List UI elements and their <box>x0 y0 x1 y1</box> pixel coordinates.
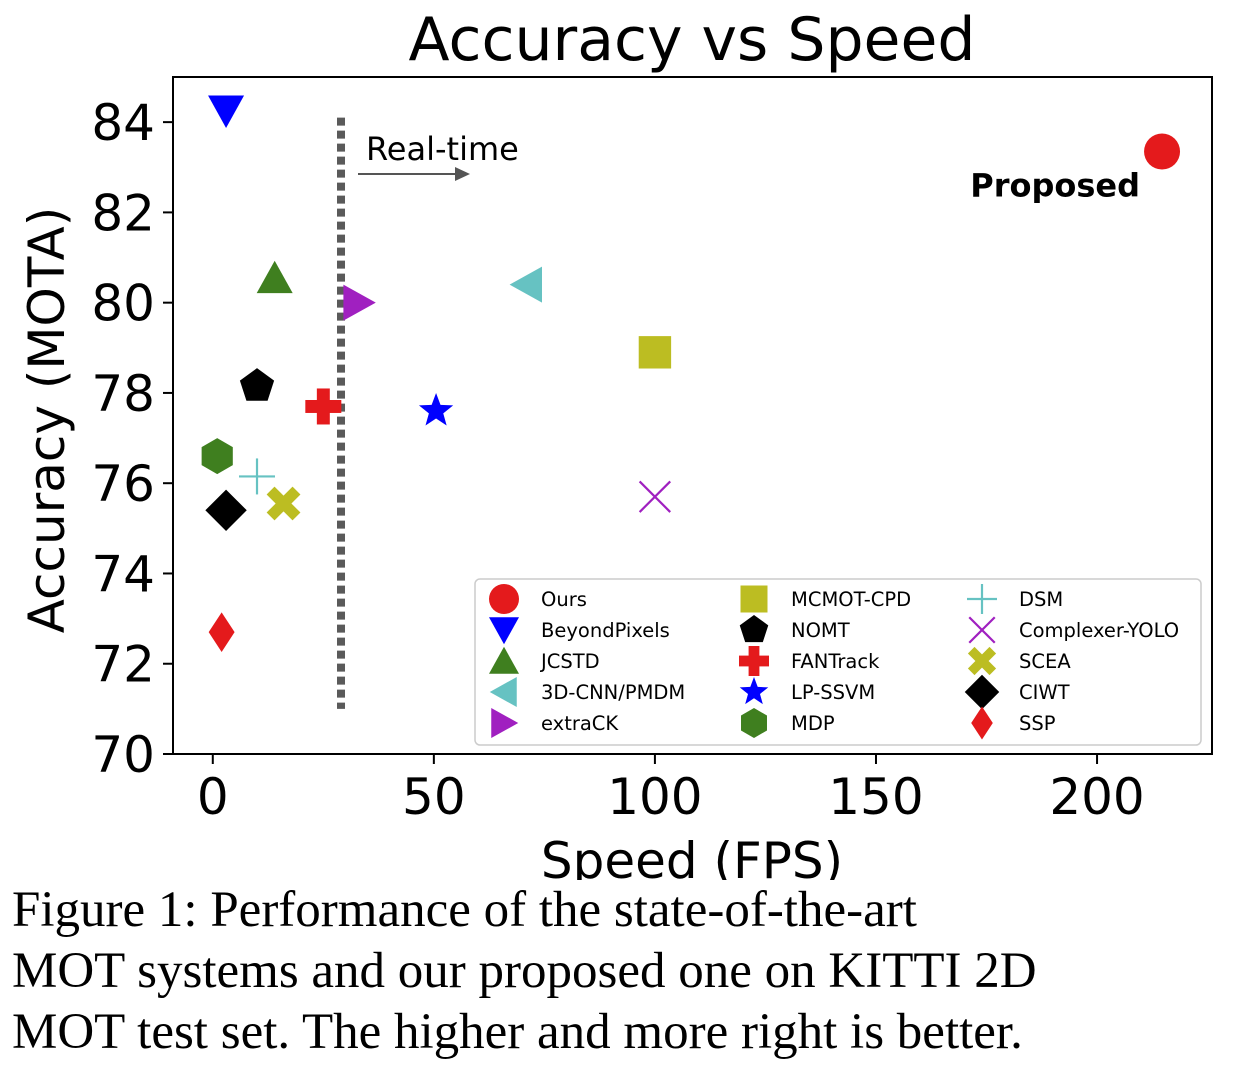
y-tick-label: 84 <box>91 94 155 152</box>
legend-label-ciwt: CIWT <box>1019 681 1070 704</box>
point-ciwt <box>205 489 247 531</box>
point-dsm <box>239 458 276 495</box>
legend-marker-scea <box>967 646 997 676</box>
legend-marker-dsm <box>967 584 997 614</box>
legend-marker-ciwt <box>964 674 1000 710</box>
legend-label-dsm: DSM <box>1019 588 1063 611</box>
point-fantrack <box>305 388 342 425</box>
legend-label-nomt: NOMT <box>791 619 850 642</box>
y-tick-label: 74 <box>91 545 155 603</box>
x-tick-label: 200 <box>1049 768 1144 826</box>
legend-marker-ssp <box>971 706 993 740</box>
point-mdp <box>201 438 233 475</box>
point-ssp <box>208 612 235 652</box>
x-axis-label: Speed (FPS) <box>541 832 843 880</box>
legend-label-ssp: SSP <box>1019 712 1056 735</box>
proposed-annotation: Proposed <box>970 166 1140 204</box>
point-complexer-yolo <box>638 480 671 513</box>
x-tick-label: 0 <box>197 768 229 826</box>
legend-marker-beyondpixels <box>489 617 519 645</box>
x-tick-label: 50 <box>402 768 466 826</box>
legend-label-ours: Ours <box>541 588 587 611</box>
legend-marker-nomt <box>739 615 769 643</box>
y-tick-label: 76 <box>91 455 155 513</box>
annotation-layer: Proposed <box>970 166 1140 204</box>
legend-marker-mdp <box>741 708 767 738</box>
legend-label-beyondpixels: BeyondPixels <box>541 619 670 642</box>
x-tick-label: 100 <box>607 768 702 826</box>
scatter-chart: Real-time 0 50 100 150 200 7072747678808284 … <box>18 5 1213 880</box>
legend-label-extrack: extraCK <box>541 712 619 735</box>
legend: Ours BeyondPixels JCSTD 3D-CNN/PMDM extraCK M… <box>474 578 1202 746</box>
legend-marker-fantrack <box>739 646 769 676</box>
point-nomt <box>239 368 275 401</box>
y-tick-label: 82 <box>91 184 155 242</box>
caption-line-1: Figure 1: Performance of the state-of-th… <box>12 882 917 938</box>
legend-label-fantrack: FANTrack <box>791 650 880 673</box>
data-points <box>201 95 1181 652</box>
legend-label-scea: SCEA <box>1019 650 1071 673</box>
realtime-label: Real-time <box>366 130 519 168</box>
y-axis: 70 72 74 76 78 80 82 84 <box>91 94 173 784</box>
legend-label-lp-ssvm: LP-SSVM <box>791 681 875 704</box>
legend-marker-extrack <box>491 708 519 738</box>
point-ours <box>1144 133 1181 170</box>
legend-label-mdp: MDP <box>791 712 835 735</box>
point-beyondpixels <box>208 95 245 128</box>
realtime-arrow-head <box>455 167 470 181</box>
caption-line-3: MOT test set. The higher and more right … <box>12 1004 1023 1060</box>
legend-label-complexer-yolo: Complexer-YOLO <box>1019 619 1179 642</box>
x-tick-label: 150 <box>828 768 923 826</box>
y-axis-label: Accuracy (MOTA) <box>18 207 76 634</box>
point-lp-ssvm <box>418 392 454 426</box>
legend-marker-jcstd <box>489 646 519 674</box>
legend-marker-lp-ssvm <box>739 677 769 705</box>
y-tick-label: 72 <box>91 636 155 694</box>
legend-marker-complexer-yolo <box>968 616 996 644</box>
legend-marker-mcmot-cpd <box>740 585 768 613</box>
y-tick-label: 80 <box>91 275 155 333</box>
point-scea <box>266 486 301 521</box>
point-3d-cnn-pmdm <box>509 266 543 303</box>
x-axis: 0 50 100 150 200 <box>197 754 1145 826</box>
y-tick-label: 70 <box>91 726 155 784</box>
realtime-layer: Real-time <box>337 117 519 709</box>
chart-title: Accuracy vs Speed <box>409 5 976 75</box>
legend-label-jcstd: JCSTD <box>539 650 600 673</box>
legend-marker-ours <box>489 584 519 614</box>
legend-label-3d-cnn-pmdm: 3D-CNN/PMDM <box>541 681 685 704</box>
legend-box <box>474 578 1202 746</box>
legend-marker-3d-cnn-pmdm <box>489 677 517 707</box>
legend-label-mcmot-cpd: MCMOT-CPD <box>791 588 911 611</box>
point-jcstd <box>256 260 293 294</box>
figure-caption: Figure 1: Performance of the state-of-th… <box>12 880 1220 1063</box>
y-tick-label: 78 <box>91 365 155 423</box>
point-mcmot-cpd <box>638 336 672 369</box>
caption-line-2: MOT systems and our proposed one on KITT… <box>12 943 1037 999</box>
point-extrack <box>343 284 376 321</box>
